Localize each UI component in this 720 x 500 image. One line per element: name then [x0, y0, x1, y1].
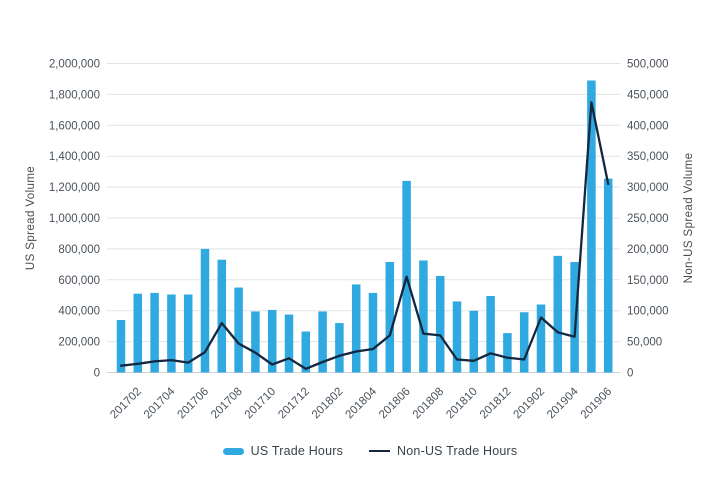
x-axis-tick-label: 201708: [209, 386, 245, 422]
y-axis-right-tick-label: 0: [627, 368, 633, 380]
y-axis-left-tick-label: 400,000: [58, 306, 100, 318]
legend-label-us-trade-hours: US Trade Hours: [250, 444, 344, 458]
y-axis-right-tick-label: 450,000: [627, 89, 669, 101]
right-axis-title: Non-US Spread Volume: [683, 153, 695, 284]
x-axis-tick-label: 201710: [243, 386, 279, 422]
non-us-trade-hours-line-swatch: [369, 449, 391, 453]
y-axis-right-tick-label: 300,000: [627, 182, 669, 194]
bar-201711: [284, 314, 294, 373]
bar-201804: [368, 292, 378, 373]
y-axis-left-tick-label: 1,400,000: [49, 151, 100, 163]
y-axis-right-tick-label: 150,000: [627, 275, 669, 287]
combo-chart: 0 200,000 400,000 600,000 800,000 1,000,000 1,…: [25, 59, 695, 422]
bar-201707: [217, 259, 227, 373]
x-axis-tick-label: 201906: [579, 386, 615, 422]
trend-line-non-us-trade-hours: [119, 101, 610, 370]
x-axis-tick-label: 201904: [545, 385, 581, 421]
bar-201702: [133, 293, 143, 373]
bar-201809: [452, 301, 462, 373]
y-axis-left-tick-label: 200,000: [58, 337, 100, 349]
y-axis-right-tick-label: 400,000: [627, 120, 669, 132]
bar-201709: [251, 311, 260, 373]
bar-201712: [301, 331, 311, 373]
y-axis-left-tick-label: 1,600,000: [49, 120, 100, 132]
bar-201706: [200, 248, 210, 373]
bar-201710: [267, 309, 277, 373]
bar-201705: [183, 294, 193, 373]
y-axis-left-tick-label: 1,200,000: [49, 182, 100, 194]
bar-201811: [486, 296, 495, 373]
bar-201810: [469, 310, 479, 373]
x-axis-tick-label: 201806: [377, 386, 413, 422]
y-axis-left-tick-label: 1,000,000: [49, 213, 100, 225]
y-axis-left-tick-label: 1,800,000: [49, 89, 100, 101]
bar-201903: [553, 255, 563, 373]
us-trade-hours-bar-swatch: [222, 447, 244, 455]
bar-201708: [234, 287, 243, 373]
x-axis-tick-label: 201706: [176, 386, 212, 422]
bar-201801: [318, 311, 327, 373]
bar-201808: [435, 275, 445, 373]
bar-201703: [150, 292, 159, 373]
y-axis-right-tick-label: 500,000: [627, 59, 669, 71]
legend-label-non-us-trade-hours: Non-US Trade Hours: [397, 444, 518, 458]
x-axis-tick-label: 201810: [444, 386, 480, 422]
x-axis-tick-label: 201812: [478, 386, 514, 422]
y-axis-right-tick-label: 50,000: [627, 337, 662, 349]
legend-item-us-trade-hours: US Trade Hours: [222, 444, 344, 458]
x-axis-tick-label: 201802: [310, 386, 346, 422]
x-axis-tick-label: 201704: [142, 385, 178, 421]
y-axis-right-tick-label: 350,000: [627, 151, 669, 163]
y-axis-right-tick-label: 100,000: [627, 306, 669, 318]
bar-201812: [503, 333, 512, 373]
x-axis-tick-label: 201804: [344, 385, 380, 421]
y-axis-left-tick-label: 2,000,000: [49, 59, 100, 71]
x-axis-tick-label: 201702: [108, 386, 144, 422]
bar-201905: [587, 80, 596, 373]
bar-201803: [351, 284, 361, 373]
y-axis-left-tick-label: 0: [94, 368, 100, 380]
y-axis-right-tick-label: 200,000: [627, 244, 669, 256]
x-axis-tick-label: 201808: [411, 386, 447, 422]
x-axis-tick-label: 201902: [512, 386, 548, 422]
legend: US Trade Hours Non-US Trade Hours: [10, 444, 720, 458]
bar-201802: [335, 323, 344, 373]
bar-201701: [116, 319, 126, 373]
bar-201902: [536, 304, 546, 373]
x-axis-tick-label: 201712: [276, 386, 312, 422]
bar-201805: [385, 262, 395, 373]
left-axis-title: US Spread Volume: [25, 166, 37, 270]
y-axis-right-tick-label: 250,000: [627, 213, 669, 225]
y-axis-left-tick-label: 600,000: [58, 275, 100, 287]
bar-201704: [167, 294, 176, 373]
legend-item-non-us-trade-hours: Non-US Trade Hours: [369, 444, 517, 458]
bar-201906: [603, 178, 613, 373]
y-axis-left-tick-label: 800,000: [58, 244, 100, 256]
bar-201807: [419, 260, 428, 373]
bar-201901: [519, 312, 529, 373]
bar-201904: [570, 262, 579, 373]
